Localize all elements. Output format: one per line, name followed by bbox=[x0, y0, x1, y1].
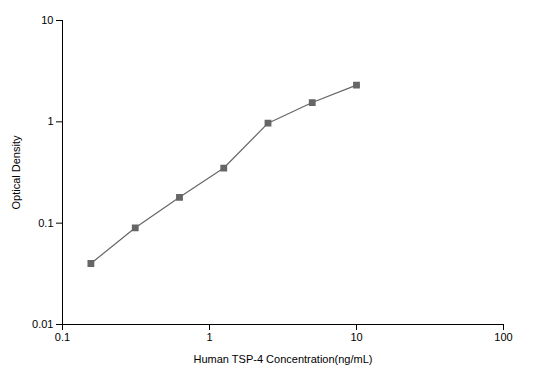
svg-text:0.01: 0.01 bbox=[32, 318, 53, 330]
svg-text:Human TSP-4 Concentration(ng/m: Human TSP-4 Concentration(ng/mL) bbox=[194, 353, 373, 365]
svg-text:1: 1 bbox=[206, 331, 212, 343]
svg-text:10: 10 bbox=[350, 331, 362, 343]
svg-text:100: 100 bbox=[494, 331, 512, 343]
svg-text:10: 10 bbox=[41, 14, 53, 26]
svg-text:Optical Density: Optical Density bbox=[10, 135, 22, 209]
svg-text:1: 1 bbox=[47, 115, 53, 127]
svg-text:0.1: 0.1 bbox=[38, 217, 53, 229]
svg-text:0.1: 0.1 bbox=[55, 331, 70, 343]
